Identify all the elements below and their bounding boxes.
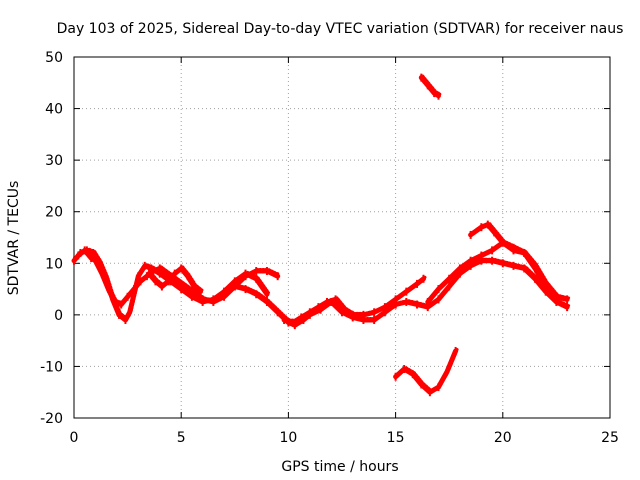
series-jitter-track-c (149, 265, 204, 292)
x-tick-label: 0 (70, 430, 79, 446)
x-tick-label: 15 (387, 430, 405, 446)
y-axis-label: SDTVAR / TECUs (6, 181, 22, 296)
series-group (71, 73, 571, 397)
y-axis: -20 -10 0 10 20 30 40 50 (40, 50, 610, 427)
series-line-track-i (418, 75, 441, 99)
y-tick-label: 40 (45, 102, 63, 118)
y-tick-label: 20 (45, 205, 63, 221)
y-tick-label: 10 (45, 256, 63, 272)
series-jitter-track-h (470, 221, 560, 297)
y-tick-label: 0 (54, 308, 63, 324)
y-tick-label: -20 (40, 411, 63, 427)
series-jitter-track-d (234, 283, 399, 326)
plot-frame (73, 56, 611, 419)
x-tick-label: 10 (279, 430, 297, 446)
x-tick-label: 20 (494, 430, 512, 446)
x-axis: 0 5 10 15 20 25 (70, 57, 619, 446)
x-tick-label: 5 (177, 430, 186, 446)
chart-title: Day 103 of 2025, Sidereal Day-to-day VTE… (57, 21, 624, 37)
y-tick-label: 50 (45, 50, 63, 66)
grid-lines (74, 57, 610, 418)
series-jitter-track-a (74, 247, 270, 320)
y-tick-label: 30 (45, 153, 63, 169)
series-jitter-track-e (284, 275, 427, 323)
x-axis-label: GPS time / hours (281, 459, 398, 475)
x-tick-label: 25 (601, 430, 619, 446)
y-tick-label: -10 (40, 359, 63, 375)
